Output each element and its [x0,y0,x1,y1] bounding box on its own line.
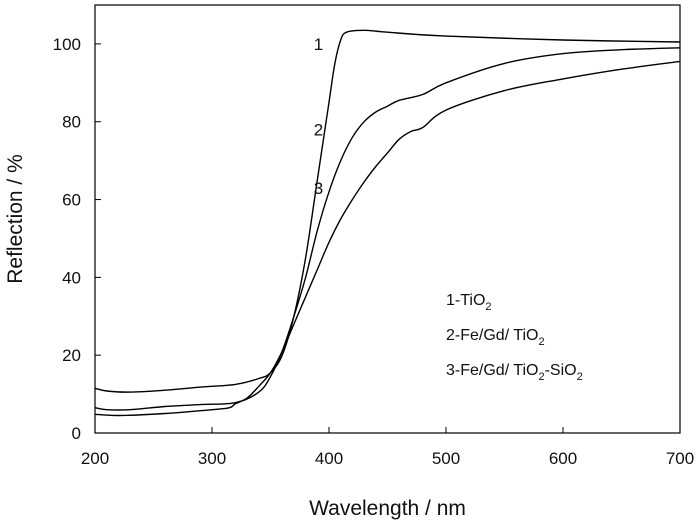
y-tick-label: 20 [62,346,81,365]
plot-frame [94,4,681,434]
curve-2 [94,47,681,411]
y-tick-label: 40 [62,268,81,287]
y-tick-label: 60 [62,191,81,210]
y-axis-ticks: 0 20 40 60 80 100 [53,35,101,443]
curve-number-label: 1 [314,35,323,54]
curve-number-label: 3 [314,179,323,198]
x-tick-label: 500 [432,449,460,468]
x-tick-label: 600 [549,449,577,468]
curves [94,29,681,417]
legend-entry-3: 3-Fe/Gd/ TiO2-SiO2 [446,362,583,383]
x-axis-ticks: 200 300 400 500 600 700 [81,427,694,468]
legend-entry-2: 2-Fe/Gd/ TiO2 [446,327,545,348]
y-axis-title: Reflection / % [4,154,27,284]
y-tick-label: 0 [72,424,81,443]
y-tick-label: 80 [62,113,81,132]
legend: 1-TiO2 2-Fe/Gd/ TiO2 3-Fe/Gd/ TiO2-SiO2 [446,292,583,383]
curve-number-label: 2 [314,121,323,140]
x-tick-label: 300 [198,449,226,468]
x-axis-title: Wavelength / nm [309,497,466,520]
x-tick-label: 700 [666,449,694,468]
curve-3 [94,60,681,417]
y-tick-label: 100 [53,35,81,54]
curve-1 [94,29,681,393]
x-tick-label: 400 [315,449,343,468]
curve-labels: 1 2 3 [314,35,323,198]
x-tick-label: 200 [81,449,109,468]
legend-entry-1: 1-TiO2 [446,292,492,313]
